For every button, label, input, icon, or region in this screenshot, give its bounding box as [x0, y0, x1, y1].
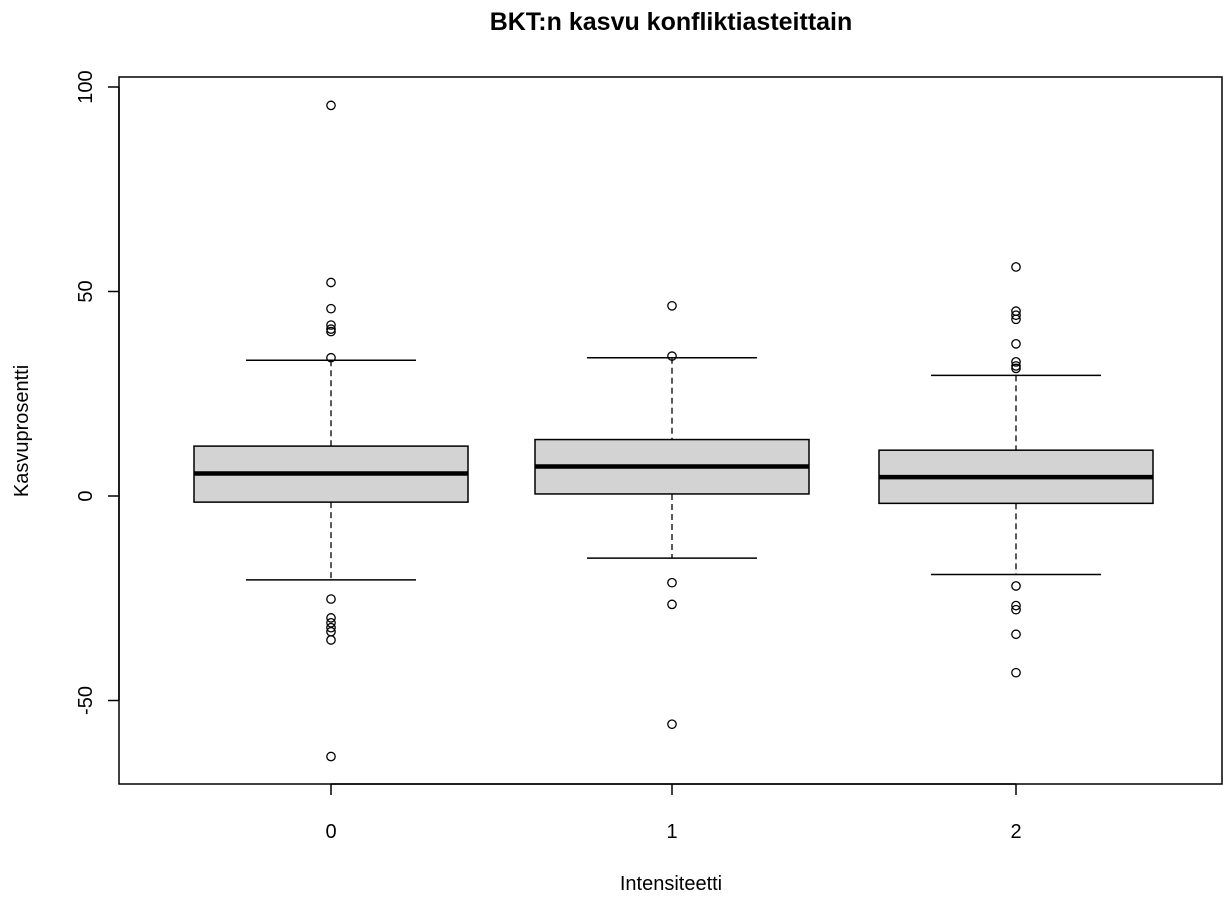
- outlier-point: [326, 326, 336, 337]
- outlier-point: [1011, 356, 1021, 367]
- outlier-point: [326, 617, 336, 628]
- outlier-point: [326, 277, 336, 288]
- outlier-point: [1011, 667, 1021, 678]
- outlier-point: [326, 324, 336, 334]
- x-tick-label: 1: [666, 821, 677, 843]
- outlier-point: [667, 577, 677, 588]
- outlier-point: [1011, 604, 1021, 615]
- outlier-point: [1011, 339, 1021, 349]
- outlier-point: [667, 719, 677, 730]
- outlier-point: [326, 100, 336, 111]
- outlier-point: [326, 613, 336, 623]
- x-tick-label: 0: [325, 821, 336, 843]
- x-tick-label: 2: [1010, 821, 1021, 843]
- chart-title: BKT:n kasvu konfliktiasteittain: [490, 8, 853, 36]
- outlier-point: [1011, 310, 1021, 321]
- y-tick-label: 0: [75, 490, 97, 501]
- outlier-point: [1011, 262, 1021, 272]
- y-tick-label: -50: [75, 686, 97, 715]
- outlier-point: [1011, 363, 1021, 374]
- boxes-layer: [193, 100, 1154, 762]
- outlier-point: [667, 300, 677, 311]
- x-axis-label: Intensiteetti: [620, 873, 722, 895]
- box-group-2: [878, 262, 1154, 678]
- outlier-point: [326, 622, 336, 633]
- outlier-point: [1011, 361, 1021, 371]
- plot-frame: [118, 76, 1223, 785]
- y-tick-label: 100: [75, 70, 97, 103]
- outlier-point: [326, 594, 336, 604]
- outlier-point: [326, 751, 336, 762]
- y-axis-label: Kasvuprosentti: [11, 365, 33, 497]
- outlier-point: [1011, 314, 1021, 325]
- outlier-point: [667, 351, 677, 361]
- outlier-point: [667, 599, 677, 610]
- y-tick-label: 50: [75, 280, 97, 302]
- box-group-0: [193, 100, 469, 762]
- x-axis: 0 1 2: [325, 783, 1022, 843]
- y-axis: -50 0 50 100: [75, 70, 120, 715]
- outlier-point: [1011, 600, 1021, 611]
- outlier-point: [1011, 581, 1021, 591]
- outlier-point: [326, 303, 336, 314]
- outlier-point: [1011, 629, 1021, 640]
- outlier-point: [326, 635, 336, 645]
- outlier-point: [326, 320, 336, 330]
- box-group-1: [534, 300, 810, 730]
- outlier-point: [326, 352, 336, 363]
